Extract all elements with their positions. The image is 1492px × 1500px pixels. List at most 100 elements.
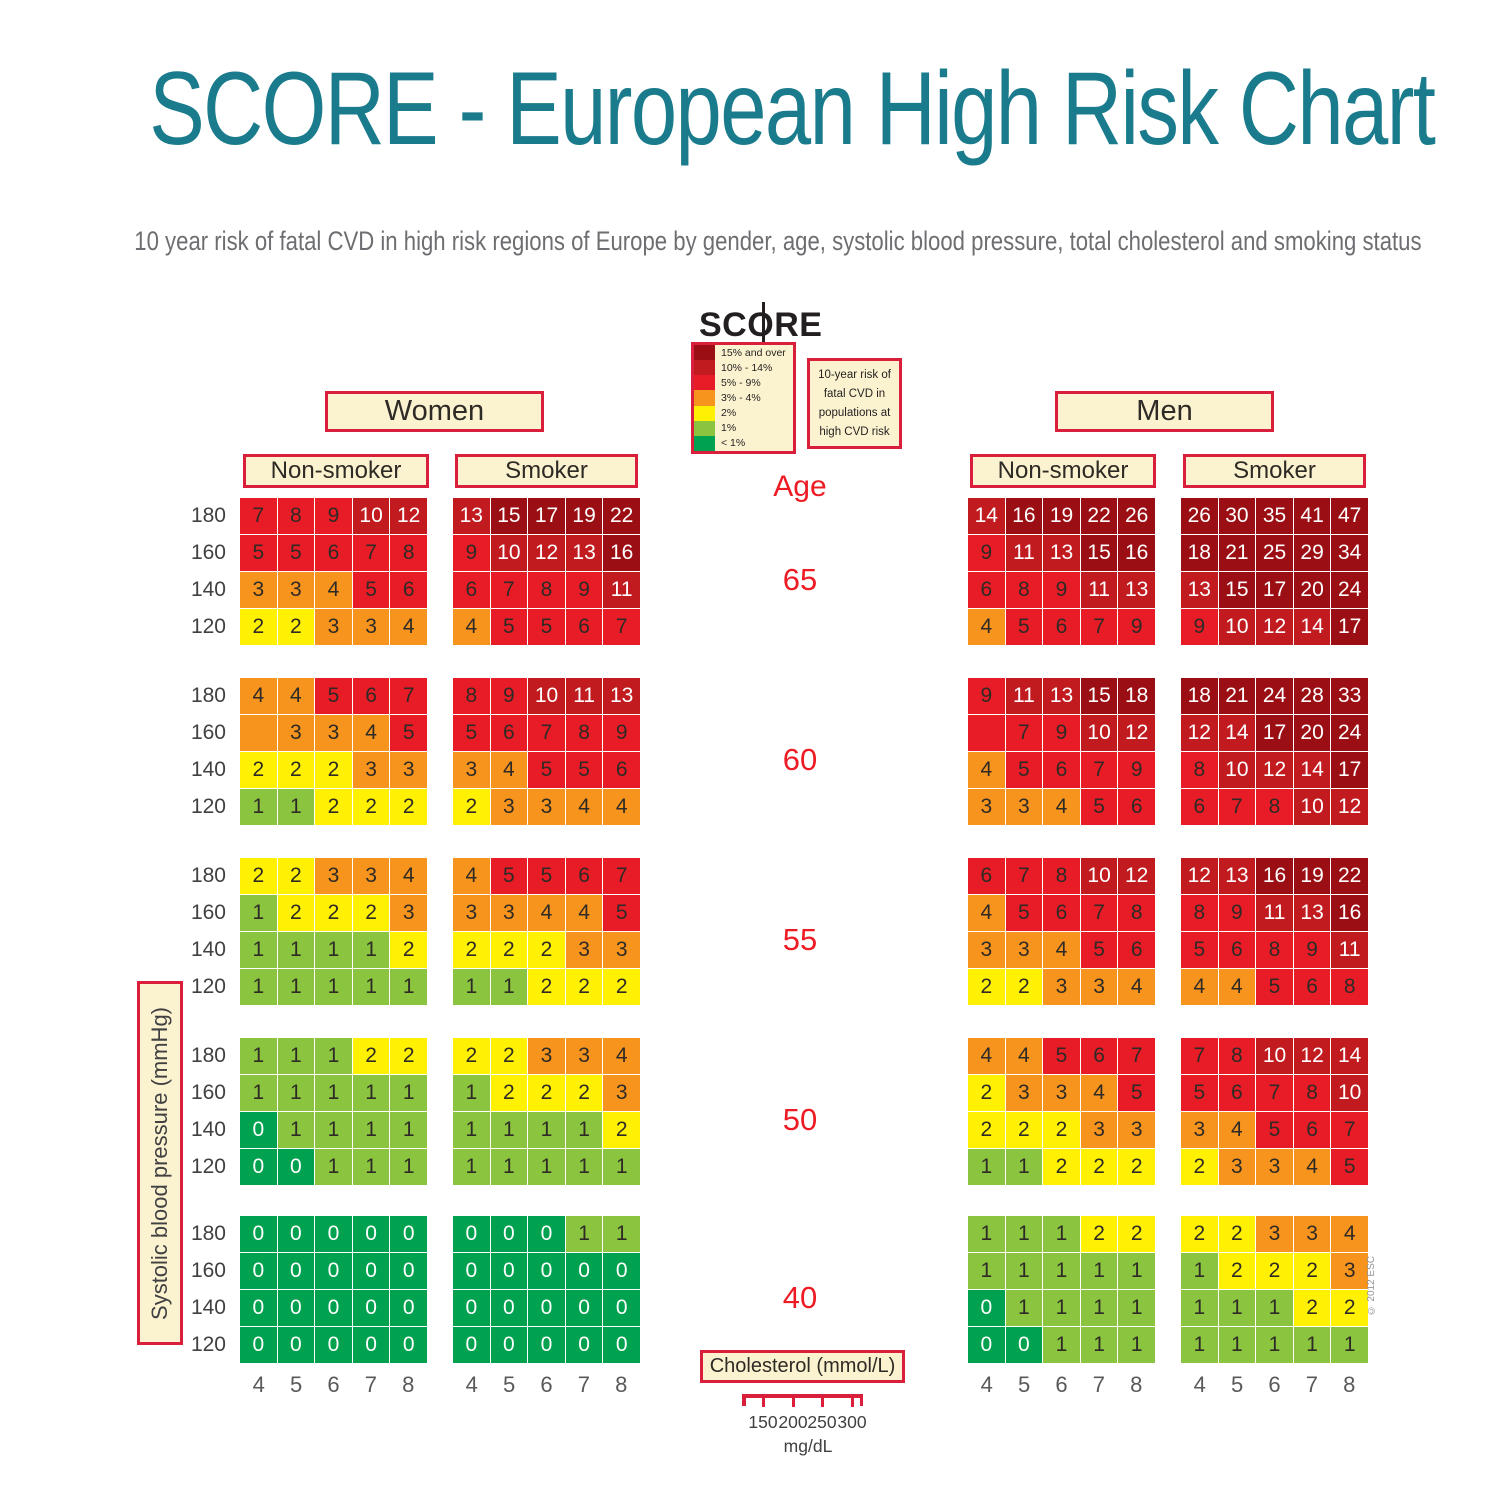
risk-cell: 5 — [1080, 932, 1118, 968]
risk-cell: 4 — [968, 1038, 1005, 1074]
risk-cell: 10 — [1256, 1038, 1293, 1074]
risk-cell: 1 — [352, 1112, 390, 1148]
age-axis-title: Age — [773, 470, 827, 503]
chol-label-8: 8 — [402, 1372, 415, 1397]
sbp-label-140: 140 — [190, 937, 226, 961]
risk-cell: 3 — [565, 1038, 603, 1074]
risk-grid-men-smoker-age60: 18 21 24 28 33 12 14 17 20 24 8 10 12 14 17 6 7 8 10 12 — [1181, 678, 1368, 825]
risk-cell: 2 — [1005, 969, 1043, 1005]
risk-cell: 6 — [1181, 789, 1218, 825]
risk-cell: 13 — [1118, 572, 1155, 608]
risk-cell: 8 — [390, 535, 427, 571]
sbp-label-180: 180 — [190, 1222, 226, 1246]
sbp-label-180: 180 — [190, 684, 226, 708]
risk-cell: 3 — [1080, 1112, 1118, 1148]
chol-label-7: 7 — [577, 1372, 591, 1397]
risk-cell: 26 — [1181, 498, 1218, 534]
risk-cell: 8 — [565, 715, 603, 751]
risk-cell: 4 — [528, 895, 565, 931]
risk-cell: 8 — [1218, 1038, 1256, 1074]
women-header-label: Women — [384, 395, 485, 427]
sbp-label-180: 180 — [190, 504, 226, 528]
risk-cell: 2 — [1293, 1290, 1331, 1326]
risk-cell: 12 — [1293, 1038, 1331, 1074]
risk-cell: 5 — [528, 609, 565, 645]
risk-cell: 3 — [1256, 1149, 1293, 1185]
risk-cell: 0 — [277, 1290, 315, 1326]
risk-cell: 3 — [453, 752, 490, 788]
risk-cell: 17 — [1256, 572, 1293, 608]
legend-label: 3% - 4% — [721, 391, 761, 404]
risk-cell: 9 — [603, 715, 640, 751]
risk-cell: 2 — [490, 1038, 528, 1074]
risk-cell: 8 — [453, 678, 490, 714]
risk-cell: 3 — [603, 932, 640, 968]
risk-cell: 14 — [1331, 1038, 1368, 1074]
risk-cell: 14 — [1218, 715, 1256, 751]
risk-cell: 1 — [390, 969, 427, 1005]
risk-cell: 7 — [352, 535, 390, 571]
legend-swatch-2 — [694, 405, 715, 421]
risk-cell: 5 — [1181, 932, 1218, 968]
risk-cell: 10 — [1331, 1075, 1368, 1111]
risk-cell: 1 — [240, 895, 277, 931]
risk-cell: 2 — [352, 1038, 390, 1074]
risk-cell: 1 — [1256, 1290, 1293, 1326]
chol-label-7: 7 — [364, 1372, 378, 1397]
sbp-label-160: 160 — [190, 541, 226, 565]
legend-row: 2% — [694, 405, 793, 421]
risk-cell: 1 — [603, 1216, 640, 1252]
legend-row: < 1% — [694, 435, 793, 451]
risk-cell: 0 — [352, 1290, 390, 1326]
risk-cell: 1 — [565, 1112, 603, 1148]
risk-cell: 22 — [603, 498, 640, 534]
risk-cell: 4 — [1181, 969, 1218, 1005]
risk-cell: 0 — [490, 1253, 528, 1289]
risk-cell: 11 — [603, 572, 640, 608]
risk-cell: 3 — [1080, 969, 1118, 1005]
risk-cell: 4 — [968, 752, 1005, 788]
info-line: high CVD risk — [819, 426, 890, 439]
legend-label: < 1% — [721, 437, 746, 450]
risk-cell: 3 — [1293, 1216, 1331, 1252]
risk-cell: 7 — [1080, 609, 1118, 645]
risk-cell: 5 — [490, 858, 528, 894]
risk-cell: 1 — [390, 1149, 427, 1185]
sbp-label-160: 160 — [190, 1259, 226, 1283]
risk-cell: 1 — [352, 932, 390, 968]
risk-cell: 4 — [453, 609, 490, 645]
risk-cell: 2 — [315, 789, 352, 825]
chol-label-4: 4 — [252, 1372, 265, 1397]
chol-label-5: 5 — [1230, 1372, 1244, 1397]
risk-cell: 9 — [1043, 715, 1080, 751]
risk-cell: 1 — [490, 1149, 528, 1185]
risk-cell: 4 — [390, 609, 427, 645]
risk-cell: 9 — [490, 678, 528, 714]
risk-cell: 5 — [528, 858, 565, 894]
risk-cell: 2 — [1005, 1112, 1043, 1148]
risk-cell: 4 — [390, 858, 427, 894]
risk-cell: 4 — [1218, 969, 1256, 1005]
chol-label-7: 7 — [1305, 1372, 1319, 1397]
legend-row: 3% - 4% — [694, 390, 793, 406]
risk-cell: 5 — [490, 609, 528, 645]
risk-cell: 3 — [490, 789, 528, 825]
risk-cell — [240, 715, 277, 751]
risk-cell: 2 — [1256, 1253, 1293, 1289]
risk-cell: 30 — [1218, 498, 1256, 534]
risk-cell: 1 — [1218, 1290, 1256, 1326]
risk-cell: 2 — [390, 1038, 427, 1074]
risk-cell: 2 — [352, 895, 390, 931]
sbp-label-120: 120 — [190, 614, 226, 638]
risk-cell: 0 — [277, 1327, 315, 1363]
risk-cell: 13 — [1181, 572, 1218, 608]
risk-cell: 1 — [1181, 1253, 1218, 1289]
sbp-label-140: 140 — [190, 757, 226, 781]
risk-cell: 0 — [240, 1253, 277, 1289]
sbp-label-120: 120 — [190, 974, 226, 998]
risk-cell: 0 — [603, 1290, 640, 1326]
risk-cell: 8 — [1181, 752, 1218, 788]
copyright-text: © 2012 ESC — [1366, 1256, 1377, 1316]
